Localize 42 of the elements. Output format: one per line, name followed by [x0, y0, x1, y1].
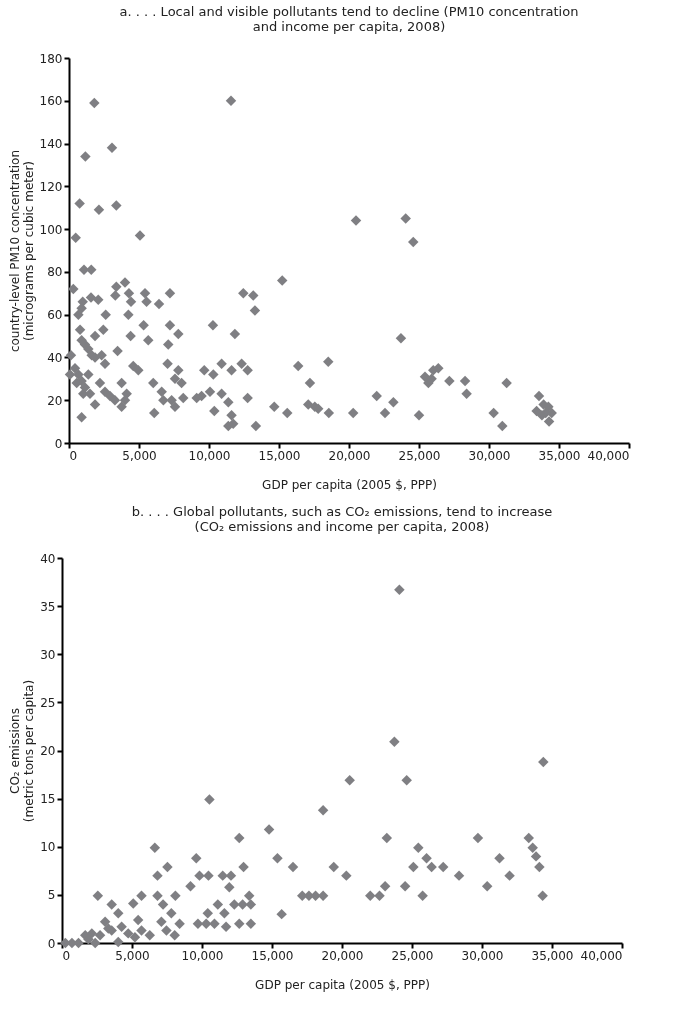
x-tick-label: 30,000	[468, 448, 511, 463]
y-tick-label: 40	[40, 551, 56, 566]
y-tick-label: 20	[40, 744, 56, 758]
y-tick-label: 15	[40, 792, 56, 807]
y-axis-title: country-level PM10 concentration (micrograms per cubic meter)	[7, 149, 36, 353]
y-tick-label: 20	[47, 393, 63, 408]
x-tick-label: 25,000	[398, 448, 441, 463]
x-tick-label: 15,000	[251, 948, 294, 963]
x-tick-label: 10,000	[181, 948, 224, 963]
x-tick-label: 5,000	[122, 448, 157, 463]
x-tick-label: 40,000	[580, 948, 623, 963]
x-tick-label: 0	[69, 448, 78, 463]
x-tick-label: 30,000	[461, 948, 504, 963]
y-tick-label: 0	[47, 936, 56, 951]
chart-title: a. . . . Local and visible pollutants tend to decline (PM10 concentration and income per capita, 2008)	[119, 4, 579, 34]
y-tick-label: 35	[40, 599, 56, 614]
x-tick-label: 40,000	[587, 448, 630, 463]
y-tick-label: 140	[39, 137, 63, 152]
y-tick-label: 160	[39, 94, 63, 109]
x-tick-label: 20,000	[321, 948, 364, 963]
x-tick-label: 35,000	[538, 448, 581, 463]
y-tick-label: 40	[47, 350, 63, 365]
x-tick-label: 35,000	[531, 948, 574, 963]
y-tick-label: 5	[47, 888, 56, 903]
y-tick-label: 180	[39, 51, 63, 66]
x-tick-label: 5,000	[115, 948, 150, 963]
x-tick-label: 20,000	[328, 448, 371, 463]
y-tick-label: 0	[54, 436, 63, 451]
y-tick-label: 25	[40, 695, 56, 710]
chart-title: b. . . . Global pollutants, such as CO₂ emissions, tend to increase (CO₂ emissions and income per capita, 2008)	[131, 504, 553, 534]
y-tick-label: 10	[40, 840, 56, 855]
y-tick-label: 80	[47, 265, 63, 280]
x-axis-title: GDP per capita (2005 $, PPP)	[255, 977, 430, 992]
x-tick-label: 25,000	[391, 948, 434, 963]
y-tick-label: 100	[39, 222, 63, 237]
x-axis-title: GDP per capita (2005 $, PPP)	[262, 477, 437, 492]
y-axis-title: CO₂ emissions (metric tons per capita)	[8, 679, 37, 823]
x-tick-label: 15,000	[258, 448, 301, 463]
y-tick-label: 120	[39, 179, 63, 194]
x-tick-label: 10,000	[188, 448, 231, 463]
y-tick-label: 60	[47, 308, 63, 323]
y-tick-label: 30	[40, 647, 56, 662]
